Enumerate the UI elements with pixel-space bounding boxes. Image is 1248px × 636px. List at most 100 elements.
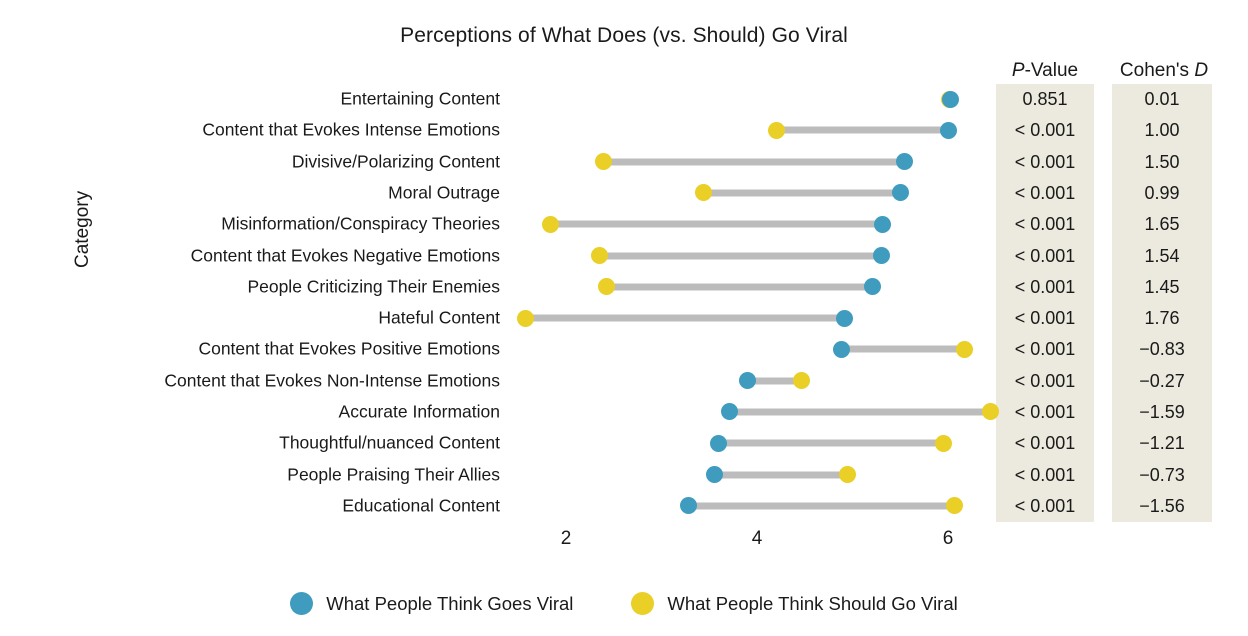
category-label: People Criticizing Their Enemies [247, 276, 500, 297]
chart-row: Moral Outrage < 0.001 0.99 [0, 178, 1248, 208]
goes-viral-dot[interactable] [872, 247, 890, 265]
x-axis: 2 4 6 [0, 528, 1248, 562]
cohens-d-cell: −1.21 [1139, 433, 1185, 454]
should-go-viral-dot[interactable] [542, 215, 560, 233]
chart-row: People Criticizing Their Enemies < 0.001 1… [0, 272, 1248, 302]
should-go-viral-dot[interactable] [839, 466, 857, 484]
chart-row: Content that Evokes Non-Intense Emotions… [0, 366, 1248, 396]
should-go-viral-dot[interactable] [695, 184, 713, 202]
cohens-d-cell: −1.56 [1139, 495, 1185, 516]
dumbbell-connector [703, 189, 901, 197]
x-axis-tick-label: 2 [560, 528, 572, 549]
should-go-viral-dot[interactable] [981, 403, 999, 421]
pvalue-cell: < 0.001 [1014, 182, 1076, 203]
category-label: Accurate Information [338, 401, 500, 422]
chart-row: Entertaining Content 0.851 0.01 [0, 84, 1248, 114]
should-go-viral-dot[interactable] [934, 434, 952, 452]
x-axis-tick-label: 4 [751, 528, 763, 549]
chart-row: Content that Evokes Negative Emotions < 0… [0, 240, 1248, 270]
dumbbell-connector [714, 471, 848, 479]
pvalue-cell: < 0.001 [1014, 308, 1076, 329]
cohens-d-cell: 1.50 [1144, 151, 1180, 172]
category-label: Content that Evokes Intense Emotions [202, 119, 500, 140]
should-go-viral-dot[interactable] [946, 497, 964, 515]
chart-row: Misinformation/Conspiracy Theories < 0.00… [0, 209, 1248, 239]
cohens-d-cell: 0.99 [1144, 182, 1180, 203]
should-go-viral-dot[interactable] [597, 278, 615, 296]
goes-viral-dot[interactable] [891, 184, 909, 202]
cohens-d-cell: 1.54 [1144, 245, 1180, 266]
cohens-d-column-background [1112, 84, 1212, 522]
pvalue-cell: < 0.001 [1014, 276, 1076, 297]
goes-viral-dot[interactable] [738, 372, 756, 390]
pvalue-cell: < 0.001 [1014, 151, 1076, 172]
cohens-d-cell: 1.76 [1144, 308, 1180, 329]
goes-viral-dot[interactable] [706, 466, 724, 484]
legend-item[interactable]: What People Think Should Go Viral [631, 592, 958, 615]
should-go-viral-dot[interactable] [955, 340, 973, 358]
goes-viral-dot[interactable] [720, 403, 738, 421]
goes-viral-dot[interactable] [679, 497, 697, 515]
chart-row: Divisive/Polarizing Content < 0.001 1.50 [0, 147, 1248, 177]
category-label: Misinformation/Conspiracy Theories [221, 213, 500, 234]
cohens-d-cell: −0.73 [1139, 464, 1185, 485]
dumbbell-connector [776, 126, 948, 134]
cohens-d-cell: 1.45 [1144, 276, 1180, 297]
goes-viral-dot[interactable] [836, 309, 854, 327]
should-go-viral-dot[interactable] [767, 121, 785, 139]
dumbbell-connector [688, 502, 955, 510]
x-axis-tick-label: 6 [942, 528, 954, 549]
goes-viral-dot[interactable] [873, 215, 891, 233]
cohens-d-header-italic: D [1194, 60, 1209, 81]
category-label: Entertaining Content [340, 88, 500, 109]
legend-dot-icon [631, 592, 655, 615]
dumbbell-connector [718, 439, 944, 447]
dumbbell-connector [550, 220, 883, 228]
pvalue-cell: < 0.001 [1014, 495, 1076, 516]
goes-viral-dot[interactable] [864, 278, 882, 296]
goes-viral-dot[interactable] [942, 90, 960, 108]
pvalue-column-background [996, 84, 1094, 522]
legend-label: What People Think Goes Viral [326, 592, 574, 614]
pvalue-cell: < 0.001 [1014, 370, 1076, 391]
pvalue-header-rest: -Value [1024, 60, 1079, 81]
should-go-viral-dot[interactable] [793, 372, 811, 390]
should-go-viral-dot[interactable] [594, 153, 612, 171]
legend-label: What People Think Should Go Viral [667, 592, 958, 614]
pvalue-cell: 0.851 [1022, 89, 1068, 110]
pvalue-cell: < 0.001 [1014, 245, 1076, 266]
chart-row: Accurate Information < 0.001 −1.59 [0, 397, 1248, 427]
should-go-viral-dot[interactable] [590, 247, 608, 265]
pvalue-cell: < 0.001 [1014, 120, 1076, 141]
category-label: Hateful Content [378, 307, 500, 328]
cohens-d-cell: −0.27 [1139, 370, 1185, 391]
pvalue-cell: < 0.001 [1014, 433, 1076, 454]
category-label: Content that Evokes Non-Intense Emotions [164, 369, 500, 390]
cohens-d-cell: −0.83 [1139, 339, 1185, 360]
pvalue-cell: < 0.001 [1014, 214, 1076, 235]
dumbbell-connector [599, 252, 882, 260]
goes-viral-dot[interactable] [710, 434, 728, 452]
goes-viral-dot[interactable] [833, 340, 851, 358]
cohens-d-header-rest: Cohen's [1119, 60, 1195, 81]
should-go-viral-dot[interactable] [517, 309, 535, 327]
dumbbell-connector [729, 408, 990, 416]
goes-viral-dot[interactable] [939, 121, 957, 139]
pvalue-cell: < 0.001 [1014, 464, 1076, 485]
cohens-d-cell: 1.65 [1144, 214, 1180, 235]
legend-item[interactable]: What People Think Goes Viral [290, 592, 573, 615]
dumbbell-connector [603, 158, 905, 166]
cohens-d-column-header: Cohen's D [1111, 60, 1217, 82]
goes-viral-dot[interactable] [895, 153, 913, 171]
legend-dot-icon [290, 592, 314, 615]
chart-row: Educational Content < 0.001 −1.56 [0, 491, 1248, 521]
dumbbell-connector [606, 283, 873, 291]
plot-area: Entertaining Content 0.851 0.01 Content tha… [0, 84, 1248, 522]
dumbbell-connector [525, 314, 845, 322]
pvalue-cell: < 0.001 [1014, 339, 1076, 360]
dumbbell-connector [747, 377, 802, 385]
category-label: Content that Evokes Negative Emotions [190, 244, 500, 265]
category-label: People Praising Their Allies [287, 463, 500, 484]
pvalue-column-header: P-Value [995, 60, 1095, 82]
cohens-d-cell: 1.00 [1144, 120, 1180, 141]
